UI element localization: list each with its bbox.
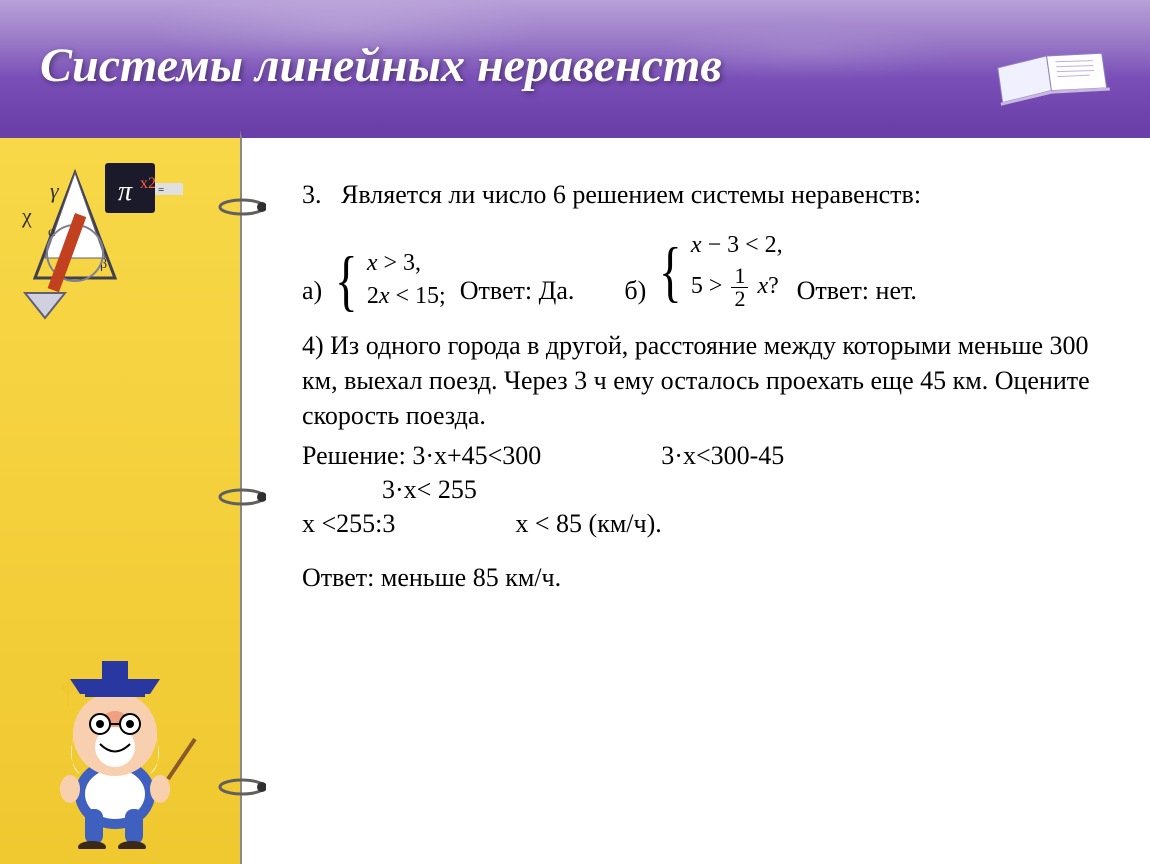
system-a: а) { x > 3, 2x < 15; Ответ: Да. [302, 250, 574, 310]
system-b: б) { x − 3 < 2, 5 > 12 x? Ответ: нет. [624, 232, 917, 310]
slide-title: Системы линейных неравенств [40, 38, 722, 93]
sidebar: π x2 = χ γ α β [0, 130, 240, 864]
system-b-line2: 5 > 12 x? [691, 265, 783, 310]
svg-text:π: π [118, 176, 133, 207]
question-number: 3. [302, 180, 322, 209]
system-a-line1: x > 3, [367, 250, 446, 277]
brace-icon: { [335, 250, 358, 310]
solution-line-3: x <255:3 x < 85 (км/ч). [302, 509, 1120, 539]
brace-icon: { [659, 241, 682, 301]
binder-ring-icon [218, 778, 266, 796]
question-3: 3. Является ли число 6 решением системы … [302, 178, 1120, 212]
binder-ring-icon [218, 488, 266, 506]
svg-text:χ: χ [21, 203, 32, 228]
solution-line-2: 3·x< 255 [302, 475, 1120, 505]
system-a-line2: 2x < 15; [367, 283, 446, 310]
solution-line-1: Решение: 3·x+45<300 3·x<300-45 [302, 441, 1120, 471]
main-area: π x2 = χ γ α β [0, 130, 1150, 864]
book-icon [990, 40, 1120, 125]
math-tools-icon: π x2 = χ γ α β [20, 158, 200, 333]
professor-icon [30, 649, 210, 854]
svg-text:x2: x2 [140, 175, 156, 192]
final-answer: Ответ: меньше 85 км/ч. [302, 563, 1120, 593]
systems-row: а) { x > 3, 2x < 15; Ответ: Да. б) { [302, 232, 1120, 310]
system-a-label: а) [302, 276, 322, 310]
problem-4: 4) Из одного города в другой, расстояние… [302, 328, 1120, 433]
system-b-line1: x − 3 < 2, [691, 232, 783, 259]
system-a-answer: Ответ: Да. [460, 276, 575, 310]
system-b-label: б) [624, 276, 646, 310]
content-panel: 3. Является ли число 6 решением системы … [240, 130, 1150, 864]
system-b-answer: Ответ: нет. [797, 276, 917, 310]
svg-text:=: = [158, 184, 164, 196]
title-banner: Системы линейных неравенств [0, 0, 1150, 130]
binder-ring-icon [218, 198, 266, 216]
svg-text:γ: γ [50, 178, 60, 203]
question-text: Является ли число 6 решением системы нер… [341, 180, 921, 209]
